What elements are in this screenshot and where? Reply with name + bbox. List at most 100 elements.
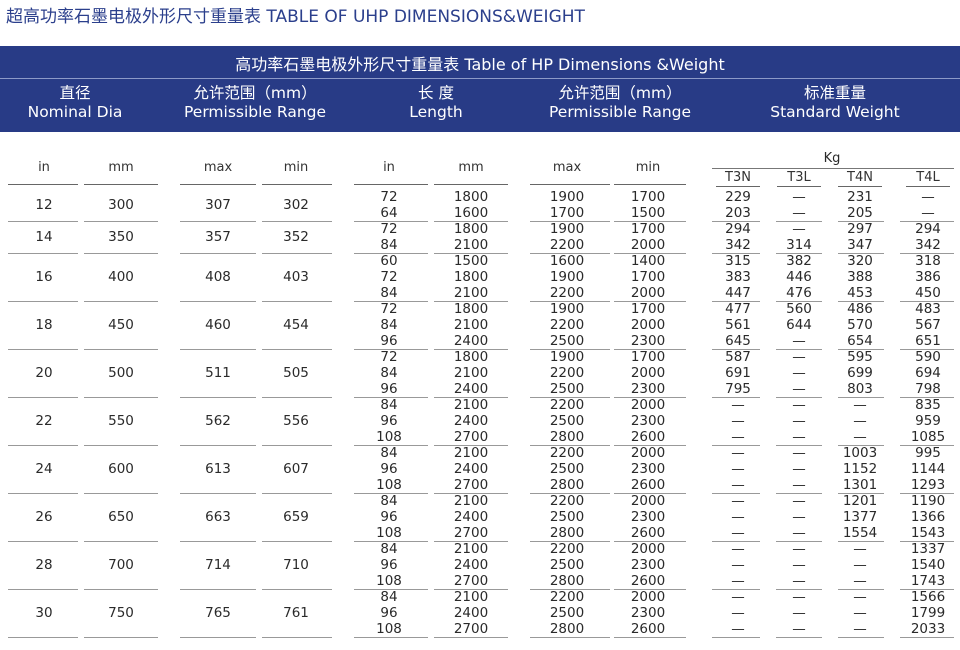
table-cell: 108 xyxy=(376,525,402,541)
table-cell: 2600 xyxy=(630,573,666,589)
table-cell: 72 xyxy=(380,269,398,285)
group-min: 659 xyxy=(283,509,309,525)
group-max: 408 xyxy=(205,269,231,285)
table-cell: 595 xyxy=(847,349,873,365)
table-cell: 1700 xyxy=(630,301,666,317)
table-cell: — xyxy=(792,573,806,589)
table-cell: 1800 xyxy=(453,269,489,285)
group-rule xyxy=(180,445,256,446)
group-rule xyxy=(434,253,508,254)
group-rule xyxy=(530,445,610,446)
group-rule xyxy=(838,301,884,302)
table-cell: 1190 xyxy=(910,493,946,509)
table-cell: — xyxy=(792,461,806,477)
table-cell: — xyxy=(853,573,867,589)
group-rule xyxy=(776,445,822,446)
group-min: 556 xyxy=(283,413,309,429)
table-cell: 84 xyxy=(380,365,398,381)
table-cell: 2800 xyxy=(549,573,585,589)
table-cell: 1543 xyxy=(910,525,946,541)
weight-header-rule xyxy=(906,186,950,187)
group-rule xyxy=(838,253,884,254)
weight-header-rule xyxy=(716,186,760,187)
group-min: 505 xyxy=(283,365,309,381)
table-cell: 570 xyxy=(847,317,873,333)
table-cell: — xyxy=(792,605,806,621)
group-rule xyxy=(776,589,822,590)
table-cell: 2200 xyxy=(549,493,585,509)
table-cell: 2100 xyxy=(453,445,489,461)
group-rule xyxy=(900,493,954,494)
group-rule xyxy=(84,445,158,446)
table-cell: 294 xyxy=(915,221,941,237)
table-cell: 84 xyxy=(380,237,398,253)
table-cell: — xyxy=(731,509,745,525)
group-rule xyxy=(262,493,332,494)
table-cell: 96 xyxy=(380,605,398,621)
table-cell: 1566 xyxy=(910,589,946,605)
table-cell: 342 xyxy=(915,237,941,253)
table-cell: — xyxy=(792,525,806,541)
table-cell: 96 xyxy=(380,461,398,477)
group-rule xyxy=(712,493,760,494)
group-rule xyxy=(262,349,332,350)
group-rule xyxy=(838,221,884,222)
table-cell: 1377 xyxy=(842,509,878,525)
column-header-rule xyxy=(614,184,686,185)
table-cell: 1800 xyxy=(453,349,489,365)
table-cell: 2000 xyxy=(630,237,666,253)
table-cell: 2500 xyxy=(549,557,585,573)
table-cell: 2300 xyxy=(630,509,666,525)
table-cell: 1337 xyxy=(910,541,946,557)
group-rule xyxy=(8,493,78,494)
table-cell: 96 xyxy=(380,381,398,397)
group-rule xyxy=(8,397,78,398)
table-cell: 2100 xyxy=(453,237,489,253)
table-cell: 383 xyxy=(725,269,751,285)
table-cell: 314 xyxy=(786,237,812,253)
group-rule xyxy=(354,221,428,222)
table-cell: 450 xyxy=(915,285,941,301)
table-cell: 2100 xyxy=(453,317,489,333)
group-rule xyxy=(838,493,884,494)
table-cell: 1500 xyxy=(453,253,489,269)
table-cell: 2200 xyxy=(549,589,585,605)
table-cell: 108 xyxy=(376,429,402,445)
table-cell: 587 xyxy=(725,349,751,365)
group-rule xyxy=(530,253,610,254)
group-min: 454 xyxy=(283,317,309,333)
table-cell: 2033 xyxy=(910,621,946,637)
group-rule xyxy=(838,637,884,638)
table-cell: — xyxy=(853,589,867,605)
group-rule xyxy=(354,541,428,542)
group-min: 302 xyxy=(283,197,309,213)
table-cell: 2200 xyxy=(549,365,585,381)
group-min: 710 xyxy=(283,557,309,573)
table-cell: 2000 xyxy=(630,397,666,413)
table-cell: 84 xyxy=(380,541,398,557)
table-cell: 483 xyxy=(915,301,941,317)
group-rule xyxy=(434,589,508,590)
group-max: 663 xyxy=(205,509,231,525)
header-permissible-range-length: 允许范围（mm） Permissible Range xyxy=(530,84,710,122)
group-mm: 550 xyxy=(108,413,134,429)
group-in: 18 xyxy=(35,317,53,333)
table-cell: 1800 xyxy=(453,221,489,237)
table-cell: — xyxy=(731,605,745,621)
table-cell: — xyxy=(731,477,745,493)
table-cell: — xyxy=(792,621,806,637)
group-rule xyxy=(8,445,78,446)
table-cell: 2200 xyxy=(549,285,585,301)
table-cell: 2200 xyxy=(549,445,585,461)
table-cell: 486 xyxy=(847,301,873,317)
column-header: min xyxy=(635,160,661,175)
group-rule xyxy=(614,397,686,398)
weight-unit-label: Kg xyxy=(823,151,841,166)
group-rule xyxy=(776,349,822,350)
group-rule xyxy=(84,301,158,302)
table-cell: 2500 xyxy=(549,605,585,621)
group-rule xyxy=(8,637,78,638)
group-rule xyxy=(614,541,686,542)
table-cell: 2800 xyxy=(549,621,585,637)
table-cell: 84 xyxy=(380,589,398,605)
